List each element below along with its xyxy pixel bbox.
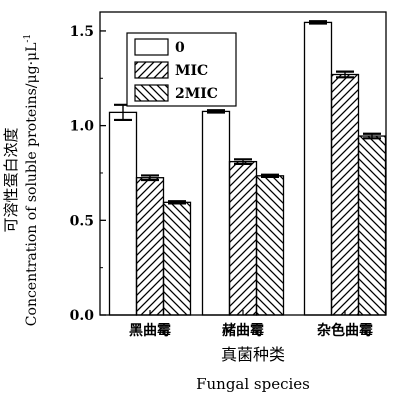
error-bar-0-3 bbox=[309, 20, 327, 25]
svg-text:可溶性蛋白浓度: 可溶性蛋白浓度 bbox=[2, 127, 20, 232]
y-axis-label-unit-exponent: -1 bbox=[23, 34, 33, 43]
y-ticks-group: 0.0 0.5 1.0 1.5 bbox=[70, 24, 106, 324]
y-tick-label-3: 1.5 bbox=[70, 24, 94, 40]
x-ticks-group: 黑曲霉 赭曲霉 杂色曲霉 bbox=[129, 310, 373, 339]
legend-label-0: 0 bbox=[175, 40, 185, 56]
x-axis-label-en: Fungal species bbox=[196, 375, 310, 393]
x-tick-label-1: 黑曲霉 bbox=[129, 322, 171, 339]
legend: 0 MIC 2MIC bbox=[126, 32, 237, 107]
error-bar-mic-1 bbox=[141, 174, 159, 182]
bar-2mic-3 bbox=[357, 135, 387, 316]
error-bar-2mic-2 bbox=[261, 173, 279, 179]
y-axis-label-en: Concentration of soluble proteins/μg·μL bbox=[24, 43, 40, 327]
plot-frame bbox=[99, 11, 387, 316]
legend-label-2mic: 2MIC bbox=[175, 86, 218, 102]
x-tick-label-2: 赭曲霉 bbox=[222, 322, 264, 339]
bar-mic-3 bbox=[330, 73, 360, 316]
bar-mic-2 bbox=[228, 160, 258, 316]
y-tick-label-0: 0.0 bbox=[70, 308, 95, 324]
bar-mic-1 bbox=[135, 177, 165, 316]
bar-2mic-1 bbox=[162, 201, 192, 316]
legend-swatch-0 bbox=[134, 38, 169, 56]
error-bar-0-2 bbox=[207, 109, 225, 114]
legend-swatch-mic bbox=[134, 61, 169, 79]
bar-0-1 bbox=[108, 111, 138, 316]
x-tick-label-3: 杂色曲霉 bbox=[317, 322, 373, 339]
y-tick-label-1: 0.5 bbox=[70, 213, 94, 229]
error-bar-mic-2 bbox=[234, 158, 252, 165]
bar-2mic-2 bbox=[255, 175, 285, 316]
y-axis-label-cn: 可溶性蛋白浓度 bbox=[2, 127, 20, 232]
bars-group bbox=[108, 21, 387, 316]
error-bar-mic-3 bbox=[336, 70, 354, 79]
y-tick-label-2: 1.0 bbox=[70, 119, 95, 135]
error-bar-2mic-3 bbox=[363, 132, 381, 140]
x-axis-label-cn: 真菌种类 bbox=[221, 345, 285, 364]
bar-0-2 bbox=[201, 110, 231, 316]
bar-0-3 bbox=[303, 21, 333, 316]
svg-text:Concentration of soluble prote: Concentration of soluble proteins/μg·μL-… bbox=[23, 34, 40, 326]
error-bar-2mic-1 bbox=[168, 200, 186, 205]
legend-swatch-2mic bbox=[134, 84, 169, 102]
legend-label-mic: MIC bbox=[175, 63, 208, 79]
